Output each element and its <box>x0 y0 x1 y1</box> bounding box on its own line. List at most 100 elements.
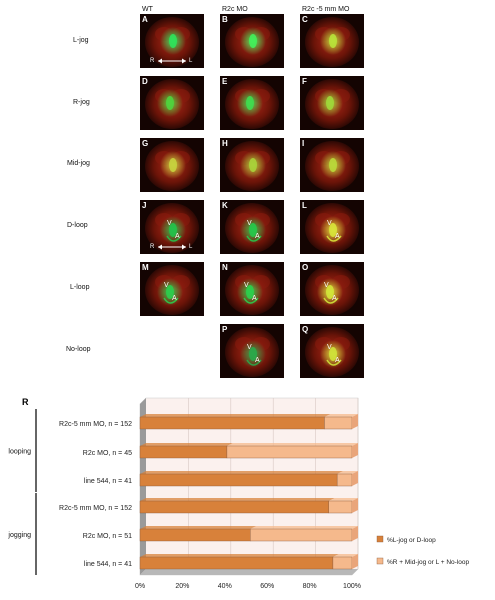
bar-segment <box>139 526 257 542</box>
column-header-wt: WT <box>142 6 153 13</box>
bar-segment <box>332 554 358 570</box>
panel-letter: G <box>142 139 149 148</box>
group-label: jogging <box>7 532 31 539</box>
legend-swatch <box>376 557 384 565</box>
legend-label: %R + Mid-jog or L + No-loop <box>387 559 470 566</box>
x-tick-label: 80% <box>303 583 317 590</box>
panel-letter: K <box>222 201 228 210</box>
panel-letter: Q <box>302 325 309 334</box>
bar-end-cap <box>352 526 358 541</box>
ventricle-label: V <box>167 220 172 227</box>
fluorescence-image <box>220 138 284 192</box>
x-tick-label: 40% <box>218 583 232 590</box>
atrium-label: A <box>332 295 337 302</box>
category-label: line 544, n = 41 <box>84 478 132 485</box>
bar-segment <box>139 554 339 570</box>
category-label: R2c MO, n = 45 <box>83 450 132 457</box>
bar-segment <box>328 498 358 514</box>
fluorescence-image <box>140 138 204 192</box>
row-label-l-jog: L-jog <box>73 37 89 44</box>
panel-letter: L <box>302 201 307 210</box>
atrium-label: A <box>335 233 340 240</box>
atrium-label: A <box>335 357 340 364</box>
ventricle-label: V <box>244 282 249 289</box>
panel-letter: I <box>302 139 305 148</box>
panel-letter: P <box>222 325 228 334</box>
stacked-bar-chart: 0% 20% 40% 60% 80% 100% R2c-5 mm MO, n = 152 R2… <box>7 397 470 590</box>
bar-segment <box>139 471 344 487</box>
fluorescence-image <box>300 324 364 378</box>
embryo-panel-i: I <box>300 138 364 192</box>
ventricle-label: V <box>164 282 169 289</box>
fluorescence-image <box>220 200 284 254</box>
category-label: R2c-5 mm MO, n = 152 <box>59 505 132 512</box>
atrium-label: A <box>255 233 260 240</box>
panel-letter: J <box>142 201 147 210</box>
bar-segment <box>139 443 233 459</box>
ventricle-label: V <box>327 220 332 227</box>
row-label-d-loop: D-loop <box>67 222 88 229</box>
fluorescence-image <box>140 200 204 254</box>
panel-letter: N <box>222 263 228 272</box>
bar-segment <box>324 414 358 430</box>
ventricle-label: V <box>327 344 332 351</box>
bar-end-cap <box>352 498 358 513</box>
panel-letter: C <box>302 15 308 24</box>
fluorescence-image <box>300 138 364 192</box>
embryo-panel-g: G <box>140 138 204 192</box>
fluorescence-image <box>220 262 284 316</box>
category-label: R2c-5 mm MO, n = 152 <box>59 421 132 428</box>
panel-letter: M <box>142 263 149 272</box>
fluorescence-image <box>220 76 284 130</box>
fluorescence-image <box>220 14 284 68</box>
panel-letter: H <box>222 139 228 148</box>
bar-segment <box>336 471 358 487</box>
row-label-no-loop: No-loop <box>66 346 91 353</box>
embryo-panel-e: E <box>220 76 284 130</box>
plot-floor <box>140 569 358 575</box>
fluorescence-image <box>140 262 204 316</box>
axis-right-label: R <box>150 58 155 64</box>
embryo-panel-f: F <box>300 76 364 130</box>
panel-letter: O <box>302 263 309 272</box>
category-label: R2c MO, n = 51 <box>83 533 132 540</box>
group-label: looping <box>8 449 31 456</box>
ventricle-label: V <box>247 220 252 227</box>
row-label-mid-jog: Mid-jog <box>67 160 90 167</box>
bar-end-cap <box>352 471 358 486</box>
axis-left-label: L <box>189 58 193 64</box>
bar-end-cap <box>352 554 358 569</box>
axis-left-label: L <box>189 244 193 250</box>
row-label-r-jog: R-jog <box>73 99 90 106</box>
bar-segment <box>226 443 358 459</box>
column-header-r2c-mo: R2c MO <box>222 6 248 13</box>
atrium-label: A <box>175 233 180 240</box>
fluorescence-image <box>140 14 204 68</box>
x-tick-label: 60% <box>260 583 274 590</box>
panel-letter: E <box>222 77 228 86</box>
panel-letter: D <box>142 77 148 86</box>
axis-right-label: R <box>150 244 155 250</box>
bar-end-cap <box>352 443 358 458</box>
fluorescence-image <box>300 14 364 68</box>
panel-letter: B <box>222 15 228 24</box>
category-label: line 544, n = 41 <box>84 561 132 568</box>
atrium-label: A <box>172 295 177 302</box>
fluorescence-image <box>300 262 364 316</box>
bar-segment <box>250 526 358 542</box>
ventricle-label: V <box>247 344 252 351</box>
embryo-panel-h: H <box>220 138 284 192</box>
bar-end-cap <box>352 414 358 429</box>
panel-letter: A <box>142 15 148 24</box>
legend-swatch <box>376 535 384 543</box>
bar-segment <box>139 414 331 430</box>
x-tick-label: 20% <box>175 583 189 590</box>
embryo-panel-d: D <box>140 76 204 130</box>
